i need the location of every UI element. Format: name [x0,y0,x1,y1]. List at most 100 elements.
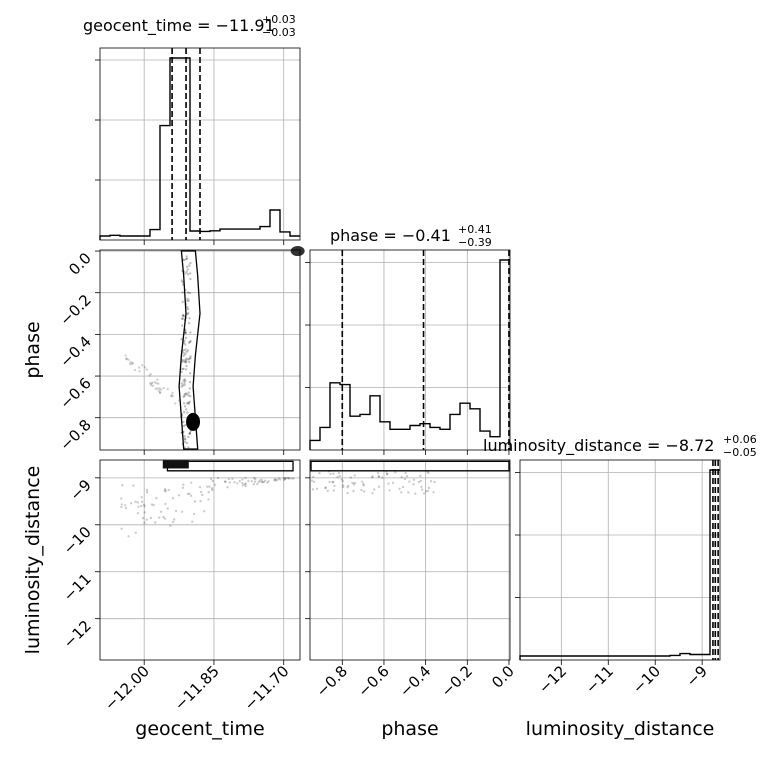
sample-gt-phase-106 [188,387,191,390]
sample-gt-phase-35 [181,300,184,304]
sample-gt-phase-61 [184,392,188,395]
sample-gt-ld-113 [261,480,264,484]
sample-gt-phase-29 [186,313,189,316]
sample-gt-ld-45 [244,482,247,485]
sample-ph-ld-27 [349,476,352,479]
sample-ph-ld-5 [398,487,401,491]
sample-ph-ld-10 [332,489,336,492]
sample-gt-phase-72 [186,305,189,309]
sample-ph-ld-72 [385,472,389,476]
sample-gt-phase-tail-8 [149,372,152,376]
sample-gt-ld-67 [186,492,189,496]
title-phase: phase = −0.41 [330,226,451,245]
sample-gt-ld-94 [262,481,265,484]
sample-gt-phase-tail-23 [150,384,153,387]
ytick-label-phase-4: 0.0 [65,249,95,279]
sample-gt-ld-52 [277,477,280,480]
sample-gt-ld-54 [260,478,263,481]
sample-gt-ld-0 [129,502,133,505]
sample-gt-ld-103 [140,496,143,499]
sample-gt-phase-127 [189,372,192,375]
sample-ph-ld-67 [425,490,428,493]
sample-gt-ld-6 [174,509,178,513]
sample-gt-ld-37 [143,505,146,508]
sample-gt-phase-97 [189,355,192,358]
sample-gt-phase-tail-25 [129,361,132,364]
sample-gt-phase-25 [186,297,189,300]
sample-gt-ld-106 [191,520,194,523]
sample-gt-phase-132 [183,393,186,396]
sample-gt-phase-70 [187,358,190,361]
sample-gt-phase-131 [189,331,192,334]
sample-ph-ld-2 [381,476,384,479]
sample-gt-phase-tail-32 [125,357,128,360]
sample-gt-phase-123 [182,379,185,382]
sample-gt-phase-79 [188,340,191,344]
sample-gt-ld-46 [287,477,290,480]
sample-ph-ld-76 [412,483,415,486]
sample-gt-ld-79 [163,489,166,492]
sample-gt-phase-49 [184,331,187,334]
sample-gt-ld-118 [284,477,287,480]
sample-gt-phase-11 [189,261,192,265]
density-layer [120,255,436,538]
ytick-label-luminosity_distance-3: −9 [66,476,94,504]
sample-gt-ld-38 [273,479,276,482]
sample-ph-ld-56 [391,481,395,485]
sample-gt-phase-33 [184,358,187,361]
sample-ph-ld-69 [408,480,411,483]
sample-gt-ld-95 [203,510,206,513]
sample-ph-ld-39 [331,480,335,484]
sample-gt-phase-62 [183,435,186,438]
histogram-luminosity_distance [519,469,720,660]
sample-gt-phase-tail-31 [156,378,159,381]
sample-gt-ld-111 [282,477,285,480]
sample-ph-ld-79 [405,475,409,478]
sample-ph-ld-22 [332,472,335,475]
sample-gt-ld-20 [216,476,220,480]
sample-gt-ld-40 [171,497,175,500]
sample-ph-ld-50 [353,474,356,477]
sample-gt-phase-96 [183,437,186,440]
sample-ph-ld-78 [421,488,424,491]
sample-gt-ld-116 [284,477,287,481]
panel-frame-2-1 [309,459,511,661]
sample-ph-ld-30 [315,487,319,490]
sample-gt-phase-tail-29 [171,391,174,395]
sample-gt-ld-11 [228,481,231,484]
sample-gt-phase-8 [181,314,185,318]
sample-ph-ld-73 [403,477,407,481]
ylabel-phase: phase [22,321,44,378]
sample-gt-phase-41 [183,383,186,387]
sample-gt-ld-53 [150,503,154,506]
sample-gt-ld-31 [198,486,202,489]
sample-ph-ld-44 [394,471,397,474]
sample-gt-ld-23 [134,531,137,534]
sample-ph-ld-18 [361,480,364,483]
sample-gt-ld-115 [137,505,140,508]
sample-gt-ld-56 [282,478,286,482]
sample-ph-ld-57 [333,484,336,488]
sample-ph-ld-64 [371,492,374,495]
sample-gt-phase-116 [185,357,188,360]
sample-gt-ld-100 [279,478,282,481]
sample-gt-phase-113 [184,368,188,371]
sample-gt-phase-133 [181,384,185,387]
sample-ph-ld-9 [362,482,365,486]
sample-ph-ld-75 [417,480,421,484]
sample-gt-phase-63 [182,402,186,405]
sample-gt-ld-98 [120,505,123,509]
sample-gt-phase-tail-37 [162,386,165,390]
sample-gt-ld-78 [145,518,148,521]
sample-gt-phase-31 [184,361,188,364]
sample-gt-phase-80 [184,343,187,346]
ylabel-luminosity-distance: luminosity_distance [22,466,44,655]
sample-gt-phase-tail-10 [174,402,177,405]
ytick-label-phase-2: −0.4 [56,332,94,370]
sample-gt-phase-tail-14 [169,395,173,398]
grid-layer [100,48,720,660]
sample-ph-ld-52 [422,492,426,495]
sample-ph-ld-11 [346,486,349,489]
sample-gt-phase-tail-12 [127,358,130,361]
sample-gt-phase-tail-11 [138,370,141,373]
